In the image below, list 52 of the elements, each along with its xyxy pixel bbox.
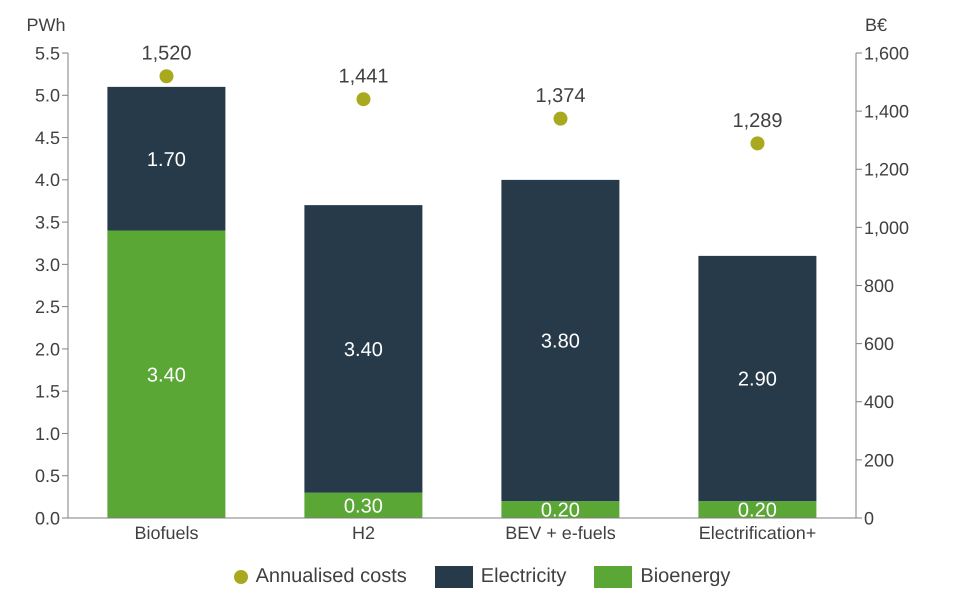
y-tick-label: 1.5 (34, 382, 60, 402)
x-tick-label: H2 (352, 522, 376, 543)
legend-label: Electricity (480, 565, 566, 588)
bar (698, 256, 816, 502)
y-tick-label: 0.5 (34, 466, 60, 486)
bar (304, 205, 422, 493)
data-label: 1,289 (732, 110, 783, 132)
y2-tick-label: 200 (864, 450, 894, 470)
y2-tick-label: 600 (864, 334, 894, 354)
data-label: 3.80 (540, 330, 580, 353)
data-label: 3.40 (344, 339, 383, 362)
x-tick-label: Electrification+ (698, 522, 816, 543)
y2-tick-label: 0 (864, 508, 874, 528)
data-label: 1,374 (535, 85, 586, 108)
y-tick-label: 2.5 (34, 297, 60, 318)
y-tick-label: 4.0 (34, 170, 60, 190)
y-tick-label: 2.0 (34, 339, 60, 360)
bar (107, 230, 226, 518)
bar (107, 86, 226, 231)
y-axis-title: PWh (26, 15, 66, 35)
y-tick-label: 0.0 (34, 508, 60, 528)
data-label: 2.90 (738, 368, 777, 391)
data-label: 1.70 (146, 148, 186, 171)
data-label: 0.20 (738, 500, 777, 522)
legend-label: Bioenergy (640, 565, 730, 588)
point (554, 112, 568, 126)
bar (304, 492, 422, 518)
data-label: 0.20 (540, 500, 580, 522)
x-tick-label: Biofuels (134, 522, 199, 543)
point (356, 92, 370, 106)
x-tick-label: BEV + e-fuels (505, 522, 616, 543)
y-tick-label: 5.5 (34, 43, 60, 64)
y2-tick-label: 1,400 (864, 102, 910, 122)
y2-tick-label: 1,600 (864, 43, 910, 64)
y-tick-label: 1.0 (34, 424, 60, 444)
y2-tick-label: 800 (864, 276, 894, 296)
bar (501, 180, 620, 502)
y-tick-label: 3.0 (34, 254, 60, 275)
point (160, 69, 174, 84)
y-tick-label: 4.5 (34, 128, 60, 148)
data-label: 1,441 (338, 66, 389, 88)
y2-axis-title: B€ (864, 15, 888, 35)
legend-label: Annualised costs (256, 565, 407, 588)
point (750, 136, 764, 150)
data-label: 3.40 (146, 364, 186, 386)
data-label: 0.30 (344, 495, 383, 518)
data-label: 1,520 (141, 42, 192, 65)
y-tick-label: 5.0 (34, 86, 60, 106)
y-tick-label: 3.5 (34, 212, 60, 232)
y2-tick-label: 400 (864, 392, 894, 412)
y2-tick-label: 1,000 (864, 218, 910, 238)
y2-tick-label: 1,200 (864, 160, 910, 180)
